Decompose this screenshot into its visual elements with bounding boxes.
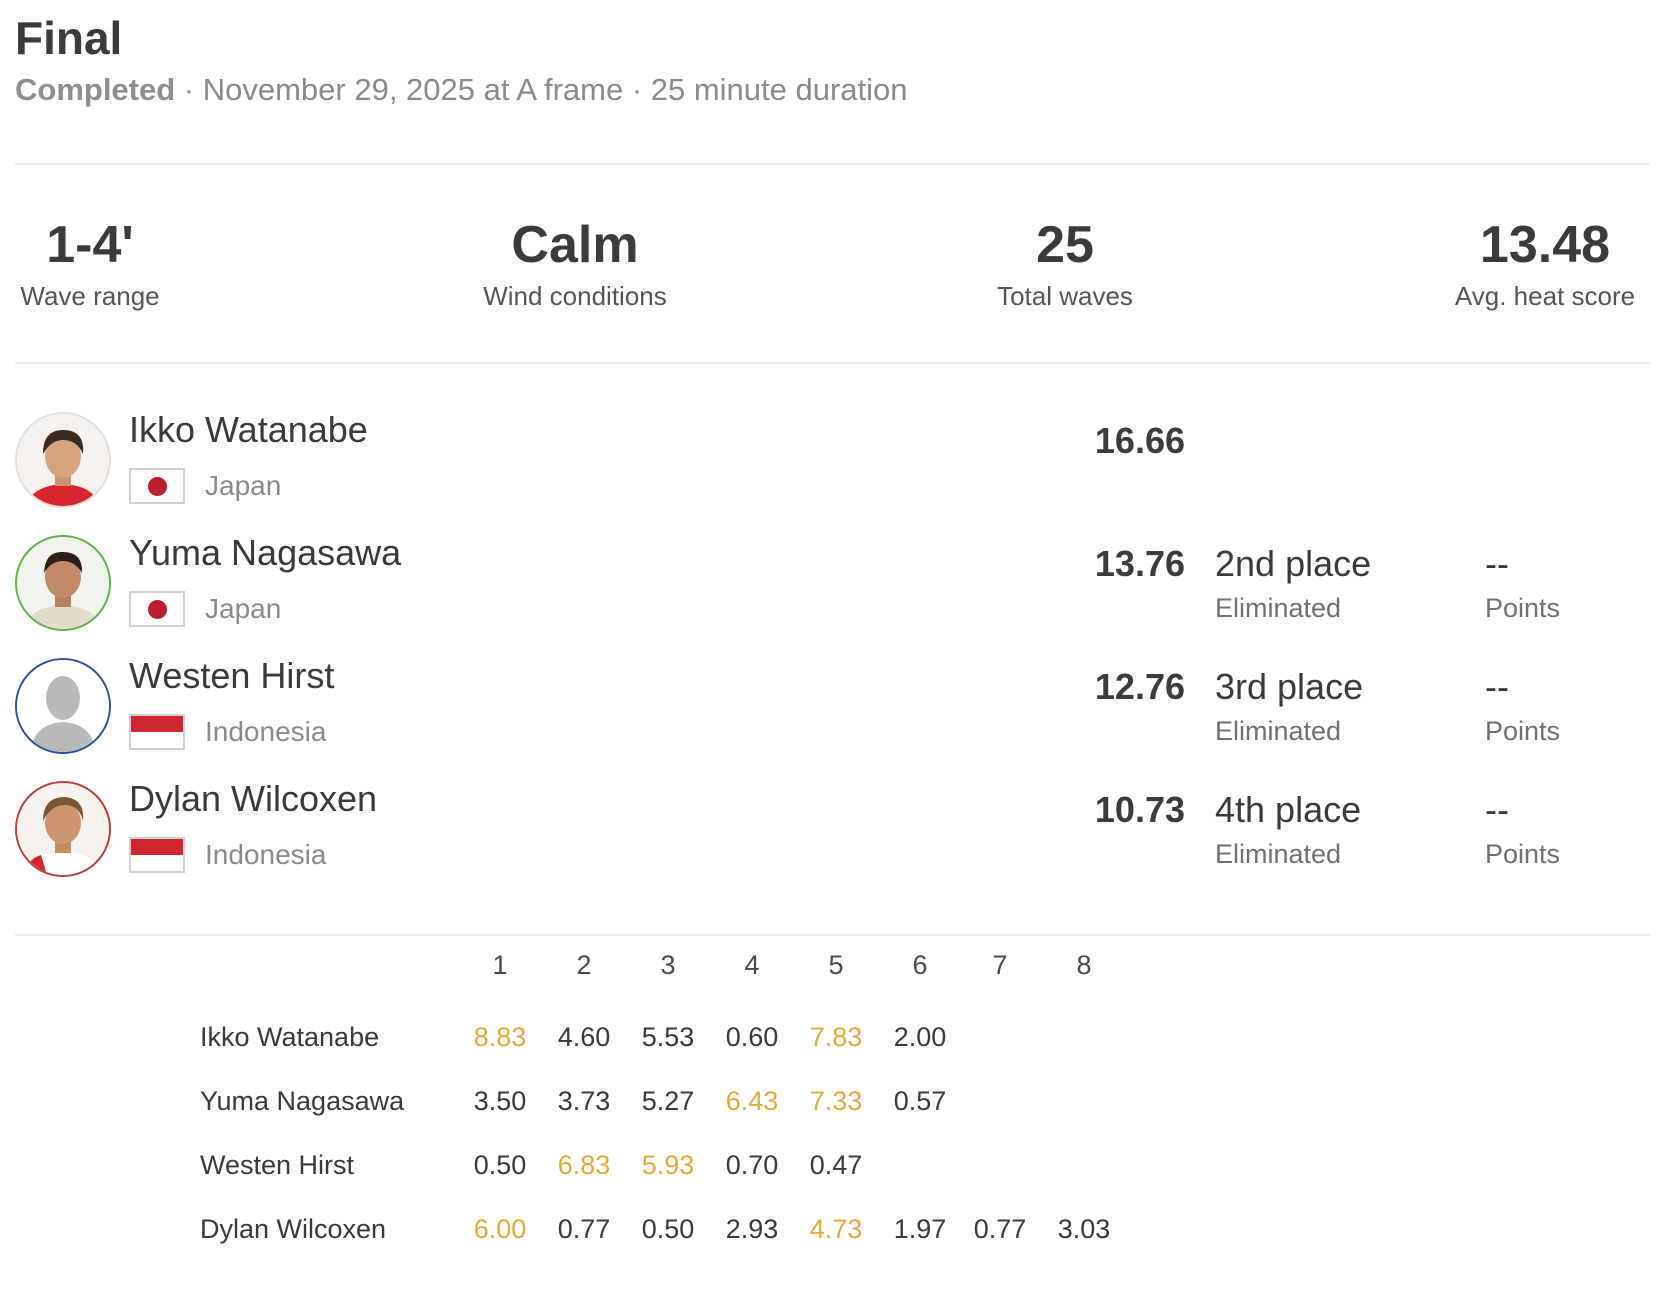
athlete-score: 12.76	[1094, 666, 1185, 707]
stat-total-waves: 25 Total waves	[985, 215, 1145, 312]
athlete-points-label: Points	[1485, 716, 1561, 746]
stat-value: 25	[1036, 216, 1094, 274]
athlete-score: 13.76	[1094, 543, 1185, 584]
avatar	[15, 412, 111, 508]
indonesia-flag-icon	[129, 837, 185, 873]
athlete-name[interactable]: Westen Hirst	[129, 655, 335, 696]
wave-row-athlete-name: Dylan Wilcoxen	[200, 1214, 387, 1244]
wave-score-cell: 0.60	[725, 1022, 779, 1052]
wave-score-cell: 0.50	[641, 1214, 695, 1244]
athlete-points: --	[1485, 666, 1509, 707]
heat-status: Completed	[15, 72, 176, 107]
wave-score-cell: 3.73	[557, 1086, 611, 1116]
athlete-country: Indonesia	[205, 839, 327, 870]
wave-score-cell: 0.70	[725, 1150, 779, 1180]
avatar	[15, 535, 111, 631]
athlete-points: --	[1485, 543, 1509, 584]
athlete-row[interactable]: Westen Hirst Indonesia 12.76 3rd place E…	[15, 656, 1645, 766]
athlete-place-status: Eliminated	[1215, 716, 1342, 746]
heat-title: Final	[15, 12, 123, 64]
wave-row-athlete-name: Westen Hirst	[200, 1150, 355, 1180]
athlete-row[interactable]: Yuma Nagasawa Japan 13.76 2nd place Elim…	[15, 533, 1645, 643]
athlete-row[interactable]: Dylan Wilcoxen Indonesia 10.73 4th place…	[15, 779, 1645, 889]
avatar	[15, 781, 111, 877]
wave-score-cell: 0.47	[809, 1150, 863, 1180]
stat-label: Wind conditions	[483, 281, 667, 311]
wave-score-cell: 5.93	[641, 1150, 695, 1180]
wave-row-athlete-name: Ikko Watanabe	[200, 1022, 380, 1052]
athlete-place-status: Eliminated	[1215, 593, 1342, 623]
indonesia-flag-icon	[129, 714, 185, 750]
wave-score-cell: 1.97	[893, 1214, 947, 1244]
athlete-country: Indonesia	[205, 716, 327, 747]
athlete-score: 16.66	[1094, 420, 1185, 461]
wave-number-header: 1	[492, 950, 508, 980]
heat-details: · November 29, 2025 at A frame · 25 minu…	[175, 72, 908, 107]
wave-number-header: 2	[576, 950, 592, 980]
wave-number-header: 3	[660, 950, 676, 980]
athlete-country: Japan	[205, 470, 282, 501]
athlete-name[interactable]: Ikko Watanabe	[129, 409, 368, 450]
wave-score-cell: 3.03	[1057, 1214, 1111, 1244]
stat-wave-range: 1-4' Wave range	[15, 215, 165, 312]
athlete-place-status: Eliminated	[1215, 839, 1342, 869]
divider	[15, 163, 1650, 165]
wave-score-cell: 5.53	[641, 1022, 695, 1052]
stat-wind-conditions: Calm Wind conditions	[475, 215, 675, 312]
athlete-name[interactable]: Yuma Nagasawa	[129, 532, 402, 573]
athlete-points: --	[1485, 789, 1509, 830]
wave-number-header: 5	[828, 950, 844, 980]
athlete-photo-icon	[17, 414, 109, 506]
athlete-country: Japan	[205, 593, 282, 624]
athlete-points-label: Points	[1485, 839, 1561, 869]
stat-label: Avg. heat score	[1454, 281, 1636, 311]
wave-score-cell: 8.83	[473, 1022, 527, 1052]
stat-label: Total waves	[997, 281, 1133, 311]
athlete-place: 4th place	[1215, 789, 1362, 830]
stat-avg-heat-score: 13.48 Avg. heat score	[1445, 215, 1645, 312]
wave-score-cell: 7.33	[809, 1086, 863, 1116]
wave-score-cell: 2.93	[725, 1214, 779, 1244]
wave-row-athlete-name: Yuma Nagasawa	[200, 1086, 405, 1116]
wave-number-header: 7	[992, 950, 1008, 980]
wave-score-cell: 6.83	[557, 1150, 611, 1180]
avatar	[15, 658, 111, 754]
stat-value: Calm	[511, 216, 639, 274]
divider	[15, 934, 1650, 936]
athlete-photo-icon	[17, 537, 109, 629]
athlete-name[interactable]: Dylan Wilcoxen	[129, 778, 378, 819]
wave-score-cell: 5.27	[641, 1086, 695, 1116]
heat-subtitle: Completed · November 29, 2025 at A frame…	[15, 72, 908, 108]
wave-score-cell: 7.83	[809, 1022, 863, 1052]
wave-score-cell: 4.60	[557, 1022, 611, 1052]
stat-value: 13.48	[1479, 216, 1611, 274]
stat-value: 1-4'	[46, 216, 134, 274]
athlete-row[interactable]: Ikko Watanabe Japan 16.66	[15, 410, 1645, 520]
wave-score-cell: 0.57	[893, 1086, 947, 1116]
athlete-points-label: Points	[1485, 593, 1561, 623]
wave-score-cell: 6.43	[725, 1086, 779, 1116]
athlete-photo-icon	[17, 783, 109, 875]
wave-score-cell: 3.50	[473, 1086, 527, 1116]
wave-score-cell: 0.77	[557, 1214, 611, 1244]
wave-score-cell: 0.77	[973, 1214, 1027, 1244]
wave-number-header: 4	[744, 950, 760, 980]
athlete-score: 10.73	[1094, 789, 1185, 830]
default-avatar-icon	[17, 660, 109, 752]
wave-score-cell: 0.50	[473, 1150, 527, 1180]
divider	[15, 362, 1650, 364]
athlete-place: 3rd place	[1215, 666, 1364, 707]
wave-number-header: 6	[912, 950, 928, 980]
heat-header: Final Completed · November 29, 2025 at A…	[15, 10, 908, 108]
japan-flag-icon	[129, 468, 185, 504]
athlete-place: 2nd place	[1215, 543, 1372, 584]
wave-score-cell: 4.73	[809, 1214, 863, 1244]
japan-flag-icon	[129, 591, 185, 627]
wave-number-header: 8	[1076, 950, 1092, 980]
stat-label: Wave range	[20, 281, 160, 311]
wave-score-cell: 2.00	[893, 1022, 947, 1052]
wave-score-cell: 6.00	[473, 1214, 527, 1244]
